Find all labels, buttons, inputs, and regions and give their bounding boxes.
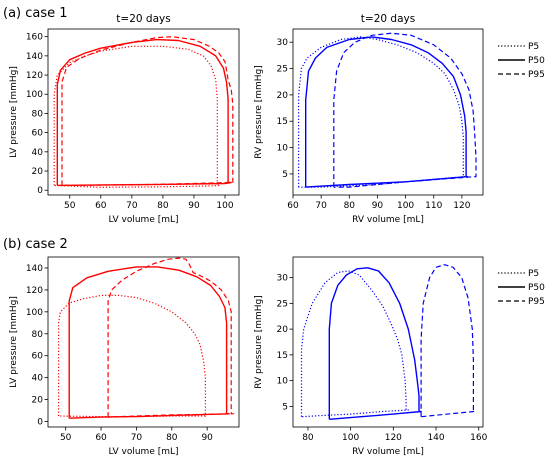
y-tick-label: 80 [32, 330, 44, 340]
x-tick-label: 70 [315, 201, 327, 211]
y-axis-label: LV pressure [mmHg] [9, 296, 19, 388]
y-tick-label: 80 [32, 109, 44, 119]
y-tick-label: 10 [277, 144, 289, 154]
y-axis-label: LV pressure [mmHg] [9, 66, 19, 158]
series-p50-loop [328, 267, 422, 420]
x-axis-label: LV volume [mL] [108, 447, 178, 457]
x-tick-label: 100 [216, 201, 233, 211]
y-tick-label: 25 [277, 299, 288, 309]
panel-title: t=20 days [116, 13, 170, 25]
plot-frame [292, 256, 484, 428]
legend-case1: P5 P50 P95 [498, 42, 545, 80]
y-tick-label: 15 [277, 117, 288, 127]
y-tick-label: 30 [277, 38, 289, 48]
series-p95-loop [333, 32, 477, 188]
y-tick-label: 15 [277, 351, 288, 361]
plot-frame [47, 28, 240, 196]
series-p5-loop [57, 294, 206, 418]
x-tick-label: 60 [287, 201, 299, 211]
legend-p5-label: P5 [528, 42, 539, 52]
y-tick-label: 40 [32, 148, 44, 158]
x-axis-label: RV volume [mL] [352, 215, 424, 225]
y-tick-label: 25 [277, 65, 288, 75]
x-tick-label: 120 [385, 433, 402, 443]
y-tick-label: 5 [282, 170, 288, 180]
series-p95-loop [61, 36, 234, 186]
y-tick-label: 20 [32, 167, 44, 177]
y-axis-label: RV pressure [mmHg] [254, 65, 264, 159]
series-p50-loop [305, 36, 469, 188]
x-tick-label: 50 [64, 201, 76, 211]
y-axis-label: RV pressure [mmHg] [254, 295, 264, 389]
y-tick-label: 120 [26, 71, 43, 81]
panel-case1-lv: t=20 days 50 60 70 80 90 100 0 20 40 60 80 100 120 140… [9, 13, 240, 225]
x-tick-label: 140 [427, 433, 444, 443]
y-tick-label: 60 [32, 129, 44, 139]
x-tick-label: 60 [95, 433, 107, 443]
series-p50-loop [56, 38, 232, 187]
x-tick-label: 110 [425, 201, 442, 211]
legend-p95-label: P95 [528, 70, 545, 80]
series-p5-loop [300, 270, 409, 418]
case1-label: (a) case 1 [3, 6, 68, 21]
y-tick-label: 140 [26, 52, 43, 62]
x-tick-label: 90 [188, 201, 200, 211]
y-tick-label: 140 [26, 264, 43, 274]
x-tick-label: 80 [157, 201, 169, 211]
x-tick-label: 90 [201, 433, 213, 443]
x-tick-label: 160 [470, 433, 487, 443]
x-tick-label: 80 [302, 433, 314, 443]
plot-frame [47, 256, 240, 428]
y-tick-label: 30 [277, 274, 289, 284]
y-tick-label: 20 [277, 325, 289, 335]
x-tick-label: 60 [95, 201, 107, 211]
case2-label: (b) case 2 [3, 237, 68, 252]
panel-case2-lv: 50 60 70 80 90 0 20 40 60 80 100 120 140 LV volume [m… [9, 256, 240, 457]
y-tick-label: 100 [26, 308, 43, 318]
panel-case1-rv: t=20 days 60 70 80 90 100 110 120 5 10 15 20 25 30 RV … [254, 13, 484, 225]
legend-p5-label: P5 [528, 269, 539, 279]
x-axis-label: LV volume [mL] [108, 215, 178, 225]
x-tick-label: 70 [131, 433, 143, 443]
legend-p50-label: P50 [528, 283, 545, 293]
series-p5-loop [298, 36, 466, 188]
x-tick-label: 90 [372, 201, 384, 211]
y-tick-label: 0 [37, 418, 43, 428]
y-tick-label: 10 [277, 377, 289, 387]
y-tick-label: 160 [26, 33, 43, 43]
series-p50-loop [68, 266, 230, 419]
series-p95-loop [107, 257, 235, 418]
x-tick-label: 70 [126, 201, 138, 211]
legend-p50-label: P50 [528, 56, 545, 66]
y-tick-label: 100 [26, 90, 43, 100]
x-tick-label: 80 [166, 433, 178, 443]
y-tick-label: 20 [277, 91, 289, 101]
x-tick-label: 80 [344, 201, 356, 211]
y-tick-label: 20 [32, 396, 44, 406]
y-tick-label: 120 [26, 286, 43, 296]
plot-frame [292, 28, 484, 196]
series-p5-loop [53, 45, 220, 188]
y-tick-label: 40 [32, 374, 44, 384]
legend-p95-label: P95 [528, 297, 545, 307]
y-tick-label: 5 [282, 402, 288, 412]
x-tick-label: 50 [60, 433, 72, 443]
x-tick-label: 100 [342, 433, 359, 443]
panel-case2-rv: 80 100 120 140 160 5 10 15 20 25 30 RV volume [mL] R… [254, 256, 488, 457]
panel-title: t=20 days [361, 13, 415, 25]
series-p95-loop [420, 264, 476, 418]
x-tick-label: 120 [453, 201, 470, 211]
x-axis-label: RV volume [mL] [352, 447, 424, 457]
x-tick-label: 100 [397, 201, 414, 211]
y-tick-label: 0 [37, 186, 43, 196]
legend-case2: P5 P50 P95 [498, 269, 545, 307]
y-tick-label: 60 [32, 352, 44, 362]
